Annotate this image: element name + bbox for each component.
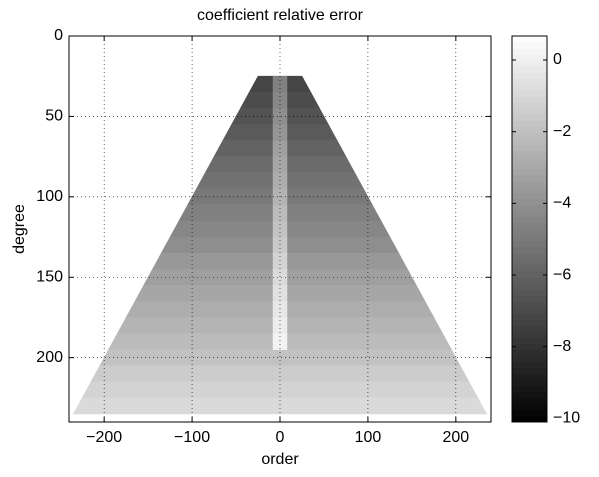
x-tick-label: 0: [276, 429, 285, 446]
colorbar-band: [512, 156, 547, 164]
colorbar-band: [512, 349, 547, 357]
x-tick-label: −200: [86, 429, 122, 446]
colorbar-band: [512, 216, 547, 224]
plot-frame: [68, 35, 492, 423]
colorbar-tick-label: 0: [553, 51, 562, 68]
colorbar-band: [512, 126, 547, 133]
colorbar-band: [512, 259, 547, 266]
colorbar-band: [512, 60, 547, 67]
x-tick-label: −100: [174, 429, 210, 446]
colorbar-band: [512, 241, 547, 248]
colorbar-band: [512, 253, 547, 260]
colorbar-band: [512, 379, 547, 387]
colorbar-band: [512, 120, 547, 127]
y-tick-label: 150: [36, 268, 63, 285]
colorbar-band: [512, 295, 547, 302]
colorbar-band: [512, 415, 547, 423]
colorbar-band: [512, 313, 547, 320]
colorbar-band: [512, 247, 547, 254]
colorbar-band: [512, 132, 547, 140]
y-tick-label: 100: [36, 188, 63, 205]
colorbar-band: [512, 150, 547, 158]
colorbar-band: [512, 66, 547, 73]
colorbar-band: [512, 391, 547, 399]
colorbar-band: [512, 174, 547, 182]
colorbar-band: [512, 319, 547, 326]
colorbar-band: [512, 90, 547, 97]
center-stripe: [272, 301, 288, 318]
x-axis-label: order: [261, 451, 299, 468]
colorbar-band: [512, 210, 547, 218]
colorbar-band: [512, 235, 547, 242]
y-tick-label: 0: [54, 27, 63, 44]
colorbar-band: [512, 162, 547, 170]
colorbar-band: [512, 54, 547, 61]
colorbar-band: [512, 198, 547, 206]
colorbar-band: [512, 222, 547, 230]
colorbar-band: [512, 84, 547, 91]
chart-title: coefficient relative error: [197, 7, 364, 24]
colorbar-band: [512, 186, 547, 194]
colorbar-band: [512, 343, 547, 351]
colorbar-band: [512, 48, 547, 55]
colorbar-band: [512, 114, 547, 121]
colorbar-band: [512, 277, 547, 284]
y-tick-label: 200: [36, 349, 63, 366]
colorbar-tick-label: −4: [553, 195, 571, 212]
colorbar-band: [512, 36, 547, 43]
colorbar-band: [512, 283, 547, 290]
colorbar-band: [512, 397, 547, 405]
colorbar-band: [512, 325, 547, 333]
colorbar-band: [512, 373, 547, 381]
colorbar-band: [512, 144, 547, 152]
colorbar-band: [512, 367, 547, 375]
colorbar-band: [512, 361, 547, 369]
colorbar-band: [512, 204, 547, 212]
y-axis-label: degree: [11, 204, 28, 254]
colorbar-band: [512, 78, 547, 85]
colorbar-band: [512, 331, 547, 339]
colorbar-band: [512, 138, 547, 146]
x-tick-label: 100: [355, 429, 382, 446]
colorbar-band: [512, 180, 547, 188]
x-tick-label: 200: [442, 429, 469, 446]
center-stripe: [272, 252, 288, 270]
center-stripe: [272, 236, 288, 254]
colorbar-band: [512, 409, 547, 417]
center-stripe: [272, 269, 288, 286]
colorbar-band: [512, 229, 547, 236]
center-stripe: [272, 317, 288, 334]
heatmap-strip: [72, 397, 488, 415]
colorbar-band: [512, 301, 547, 308]
colorbar-band: [512, 289, 547, 296]
y-tick-label: 50: [45, 108, 63, 125]
colorbar-tick-label: −2: [553, 123, 571, 140]
colorbar-tick-label: −6: [553, 266, 571, 283]
colorbar-band: [512, 271, 547, 278]
colorbar-band: [512, 72, 547, 79]
colorbar-band: [512, 102, 547, 109]
colorbar-tick-label: −8: [553, 338, 571, 355]
colorbar-band: [512, 307, 547, 314]
colorbar-band: [512, 42, 547, 49]
colorbar-band: [512, 403, 547, 411]
colorbar-band: [512, 265, 547, 272]
colorbar-band: [512, 96, 547, 103]
colorbar-band: [512, 108, 547, 115]
colorbar-frame: [511, 35, 548, 423]
colorbar-band: [512, 168, 547, 176]
colorbar-band: [512, 385, 547, 393]
center-stripe: [272, 333, 288, 350]
colorbar-band: [512, 192, 547, 200]
colorbar-tick-label: −10: [553, 410, 580, 427]
colorbar-band: [512, 355, 547, 363]
colorbar-band: [512, 337, 547, 345]
center-stripe: [272, 285, 288, 302]
